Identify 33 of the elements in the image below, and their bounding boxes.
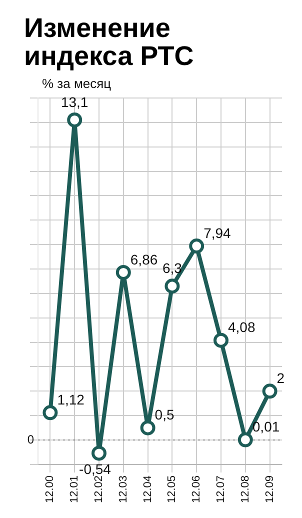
ref-line-label: 0 <box>27 432 34 446</box>
data-label: 0,01 <box>252 418 280 435</box>
data-label: 0,5 <box>154 406 174 423</box>
point <box>67 112 82 128</box>
data-label: -0,54 <box>79 461 112 478</box>
point <box>92 446 106 461</box>
x-tick-label: 12.02 <box>93 475 106 504</box>
data-label: 6,86 <box>130 251 158 268</box>
point <box>214 332 228 348</box>
x-tick-label: 12.05 <box>166 475 178 504</box>
data-label: 13,1 <box>60 94 88 110</box>
data-label: 2 <box>276 370 285 386</box>
point <box>140 420 156 436</box>
x-tick-label: 12.00 <box>44 475 56 504</box>
data-label: 6,3 <box>162 260 182 276</box>
chart-title: Изменение индекса РТС <box>23 12 195 71</box>
point <box>189 238 204 254</box>
x-tick-label: 12.09 <box>264 475 276 504</box>
x-tick-label: 12.04 <box>142 475 154 504</box>
x-tick-label: 12.01 <box>68 475 81 504</box>
data-label: 7,94 <box>204 224 232 241</box>
point <box>262 384 278 399</box>
x-tick-label: 12.08 <box>239 475 252 504</box>
x-tick-label: 12.03 <box>117 475 130 504</box>
point <box>164 278 180 294</box>
point <box>42 405 58 420</box>
data-label: 1,12 <box>57 392 85 408</box>
y-axis-title: % за месяц <box>42 76 112 92</box>
x-tick-label: 12.07 <box>215 475 228 504</box>
point <box>116 264 131 280</box>
data-label: 4,08 <box>228 319 256 336</box>
point <box>238 432 253 448</box>
x-tick-label: 12.06 <box>190 475 203 504</box>
